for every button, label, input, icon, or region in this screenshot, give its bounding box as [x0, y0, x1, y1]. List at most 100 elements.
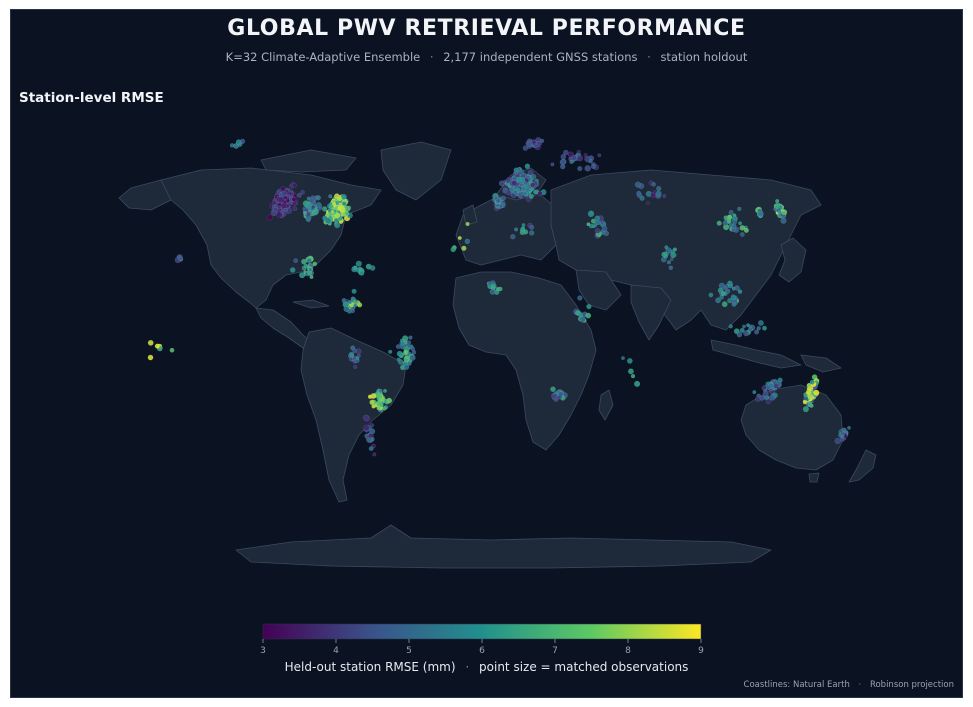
station-point-africa-west — [498, 286, 503, 292]
station-point-brazil — [408, 335, 413, 340]
station-point-eastern-europe-russia — [584, 165, 591, 172]
station-point-africa-west — [487, 281, 493, 286]
station-point-central-usa — [315, 202, 322, 209]
station-point-china — [739, 232, 745, 237]
station-point-europe — [518, 169, 525, 176]
colorbar: 3 4 5 6 7 8 9 — [260, 623, 704, 656]
station-point-colombia-venezuela — [348, 300, 352, 305]
station-point-europe — [537, 190, 543, 196]
station-point-europe — [511, 180, 518, 186]
station-point-argentina-north — [376, 405, 382, 411]
station-point-eastern-europe-russia — [559, 159, 567, 166]
landmass-north-america — [160, 167, 382, 309]
station-point-japan — [780, 217, 787, 224]
station-point-africa-north — [529, 224, 535, 230]
station-point-china — [737, 206, 742, 211]
station-point-colombia-venezuela — [353, 303, 357, 308]
station-point-colombia-venezuela — [357, 302, 363, 308]
station-point-indonesia — [762, 325, 767, 331]
station-point-southeast-asia — [715, 297, 721, 304]
station-point-pacific-islands — [147, 339, 154, 346]
caption-separator: · — [465, 660, 470, 674]
station-point-chile-patagonia — [366, 436, 372, 443]
station-point-pacific-islands — [147, 354, 154, 361]
station-point-scandinavia — [540, 138, 545, 143]
station-point-new-zealand — [834, 437, 841, 444]
station-point-mexico-central-america — [301, 258, 307, 265]
station-point-europe — [498, 180, 505, 187]
station-point-eastern-europe-russia — [591, 164, 596, 169]
colorbar-tick-label: 6 — [479, 646, 485, 656]
landmass-tasmania — [808, 472, 820, 483]
station-point-indian-ocean-islands — [630, 373, 636, 379]
coastline-credit: Coastlines: Natural Earth — [743, 680, 850, 690]
station-point-africa-north — [514, 227, 519, 232]
landmass-indonesia — [710, 339, 802, 369]
station-point-atlantic-islands — [450, 246, 456, 253]
station-point-caribbean — [357, 266, 363, 272]
station-point-peru-bolivia — [355, 356, 360, 360]
station-point-brazil — [411, 350, 417, 355]
station-point-central-asia — [636, 190, 642, 196]
station-point-eastern-europe-russia — [576, 149, 581, 154]
station-point-australia-west-central — [769, 394, 776, 401]
size-legend-note: point size = matched observations — [479, 660, 689, 674]
station-point-southeast-asia — [725, 288, 731, 294]
station-point-africa-east — [585, 312, 592, 319]
station-point-western-usa — [280, 186, 286, 192]
panel-title: Station-level RMSE — [19, 90, 164, 106]
station-point-europe — [522, 191, 528, 197]
station-point-china — [728, 209, 734, 215]
station-point-china — [738, 221, 742, 226]
station-point-europe — [523, 180, 528, 186]
station-point-india — [672, 247, 677, 252]
station-point-japan — [775, 199, 780, 204]
subtitle-model: K=32 Climate-Adaptive Ensemble — [225, 50, 421, 64]
station-point-western-usa — [278, 196, 285, 204]
station-point-chile-patagonia — [369, 428, 376, 435]
station-point-middle-east — [587, 210, 595, 218]
station-point-europe — [513, 167, 519, 173]
landmass-alaska — [118, 179, 172, 211]
station-point-scandinavia — [533, 142, 539, 148]
station-point-middle-east — [601, 225, 608, 232]
station-point-eastern-usa — [328, 204, 334, 209]
landmass-africa — [452, 271, 597, 451]
station-point-eastern-usa — [340, 206, 346, 212]
station-point-western-usa — [297, 192, 302, 198]
station-point-western-usa — [276, 211, 283, 218]
station-point-eastern-usa — [342, 201, 347, 206]
station-point-chile-patagonia — [368, 446, 374, 451]
station-point-western-usa — [292, 206, 298, 211]
station-point-central-asia — [639, 195, 645, 201]
landmass-greenland — [380, 141, 452, 201]
station-point-eastern-usa — [325, 213, 330, 218]
station-point-australia-west-central — [762, 390, 769, 397]
landmass-madagascar — [598, 389, 614, 421]
landmass-europe — [455, 189, 557, 266]
station-point-southeast-asia — [721, 301, 728, 308]
station-point-europe — [530, 174, 537, 180]
station-point-western-usa — [271, 204, 276, 209]
station-point-western-usa — [286, 193, 291, 198]
station-point-mexico-central-america — [306, 258, 312, 264]
station-point-japan — [773, 203, 780, 210]
station-point-atlantic-islands — [465, 221, 470, 227]
station-point-africa-east — [578, 312, 583, 317]
station-point-brazil — [406, 361, 412, 366]
station-point-australia-west-central — [773, 383, 780, 389]
station-point-south-africa — [550, 386, 556, 392]
station-point-western-usa — [289, 200, 294, 205]
station-point-argentina-north — [378, 388, 383, 393]
station-point-indonesia — [743, 330, 750, 337]
station-point-india — [670, 251, 677, 259]
station-point-australia-east — [802, 406, 809, 413]
station-point-australia-east — [806, 383, 812, 389]
station-point-middle-east — [591, 218, 596, 224]
station-point-caribbean — [359, 270, 365, 276]
station-point-eastern-europe-russia — [563, 149, 569, 156]
station-point-western-usa — [285, 198, 290, 203]
station-point-eastern-europe-russia — [597, 153, 602, 158]
landmass-australia — [740, 384, 844, 471]
station-point-mexico-central-america — [290, 267, 296, 273]
